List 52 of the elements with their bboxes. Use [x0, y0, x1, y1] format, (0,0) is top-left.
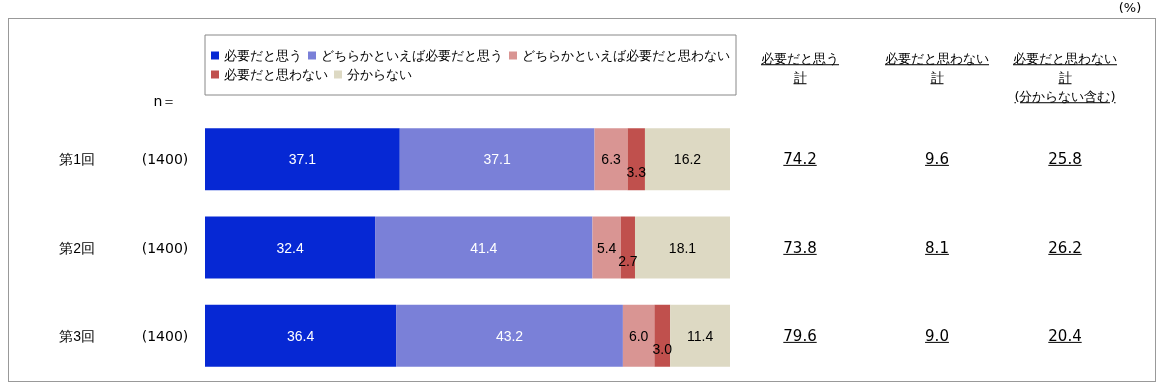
text: 必要だと思わない [885, 50, 989, 68]
text: 9.0 [925, 325, 949, 346]
bar [396, 304, 623, 367]
text: 8.1 [925, 237, 949, 258]
text: 計 [793, 69, 807, 87]
data-label: 16.2 [673, 151, 702, 168]
y-tick-label: 第2回 [59, 239, 95, 256]
text: (%) [1118, 0, 1142, 17]
bar [644, 128, 730, 191]
data-label: 6.3 [601, 151, 622, 168]
text: 9.6 [925, 149, 949, 170]
legend-label: 必要だと思わない [224, 67, 328, 82]
bar [592, 216, 621, 279]
text: (1400) [141, 326, 189, 346]
data-label: 43.2 [495, 327, 524, 344]
text: 26.2 [1048, 237, 1082, 258]
text: n＝ [153, 91, 177, 111]
data-label: 32.4 [276, 239, 304, 256]
y-tick-label: 第1回 [59, 151, 95, 168]
legend-label: 必要だと思う [224, 48, 302, 63]
data-label: 41.4 [470, 239, 498, 256]
text: (1400) [141, 238, 189, 257]
text: 20.4 [1048, 325, 1082, 346]
bar [594, 128, 628, 191]
text: 79.6 [783, 325, 817, 346]
data-label: 11.4 [686, 327, 714, 344]
text: 計 [1058, 69, 1072, 87]
legend-label: 分からない [347, 67, 412, 82]
bar [399, 128, 595, 191]
text: 25.8 [1048, 149, 1082, 170]
bar [622, 304, 655, 367]
text: 計 [930, 69, 944, 87]
text: 74.2 [783, 149, 817, 170]
data-label: 37.1 [288, 151, 317, 168]
text: (分からない含む) [1014, 88, 1116, 106]
bar [670, 304, 730, 367]
bar [205, 128, 400, 191]
bar [205, 216, 376, 279]
data-label: 5.4 [596, 239, 617, 256]
bar [375, 216, 593, 279]
data-label: 36.4 [286, 327, 315, 344]
text: (1400) [141, 149, 189, 169]
legend-label: どちらかといえば必要だと思う [321, 48, 503, 63]
bar [205, 304, 397, 367]
data-label: 6.0 [628, 327, 649, 344]
y-tick-label: 第3回 [59, 327, 95, 344]
data-label: 18.1 [668, 239, 697, 256]
text: 73.8 [783, 237, 817, 258]
data-label: 37.1 [483, 151, 511, 168]
text: 必要だと思う [761, 50, 839, 68]
text: 必要だと思わない [1013, 50, 1117, 68]
legend-label: どちらかといえば必要だと思わない [522, 48, 730, 63]
